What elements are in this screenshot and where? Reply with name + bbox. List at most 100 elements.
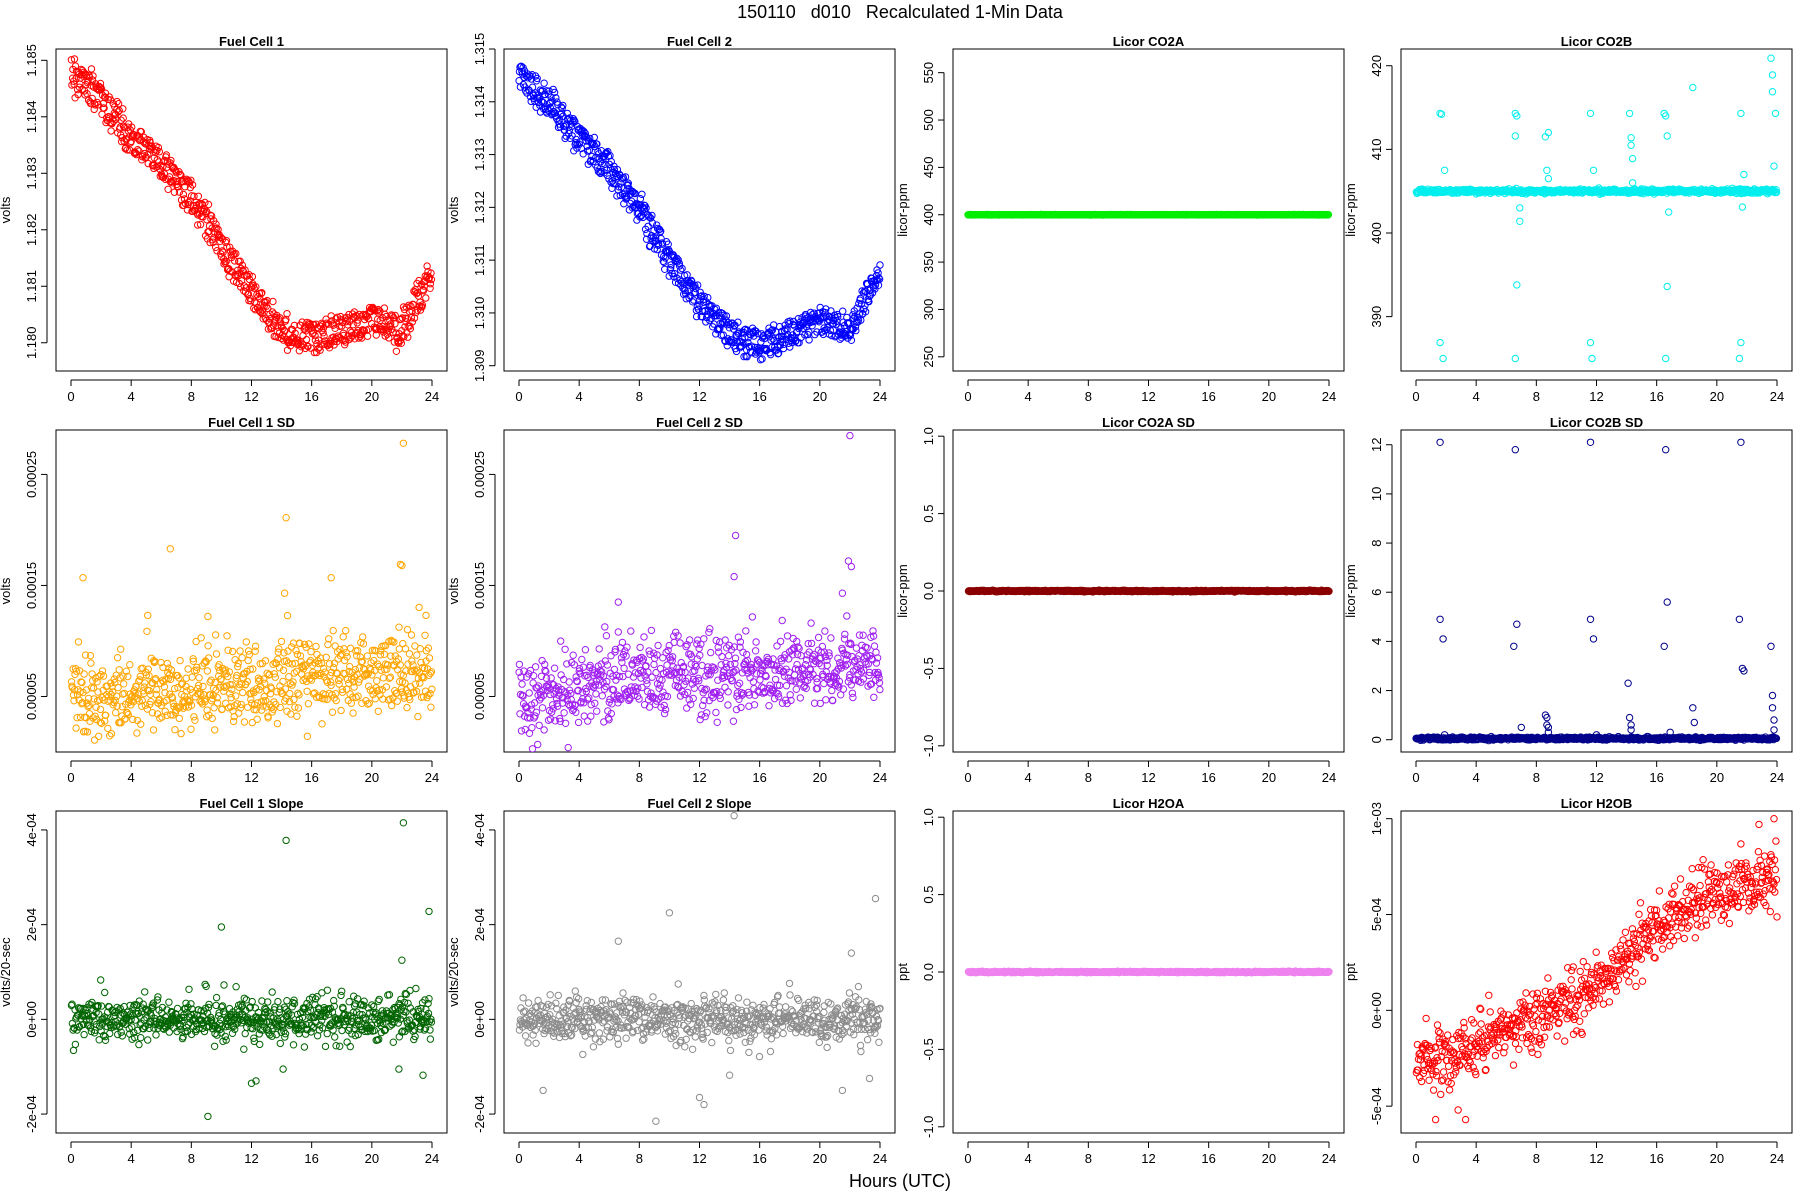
data-point bbox=[353, 319, 361, 327]
data-point bbox=[386, 673, 395, 681]
y-tick-label: 1.182 bbox=[24, 213, 39, 246]
data-point bbox=[248, 272, 257, 281]
data-point bbox=[413, 651, 421, 659]
data-point bbox=[403, 625, 412, 634]
data-point bbox=[870, 693, 878, 701]
data-point bbox=[84, 694, 93, 703]
data-point bbox=[119, 105, 127, 113]
data-point bbox=[816, 699, 824, 708]
y-tick-label: 0.00025 bbox=[24, 451, 39, 498]
data-point bbox=[115, 666, 123, 674]
data-point bbox=[737, 342, 746, 351]
data-point bbox=[424, 691, 432, 699]
data-point bbox=[142, 153, 150, 161]
data-point bbox=[296, 639, 304, 648]
data-point bbox=[786, 343, 794, 351]
data-point bbox=[354, 647, 362, 655]
data-point bbox=[303, 732, 312, 740]
data-point bbox=[174, 704, 183, 712]
data-point bbox=[550, 88, 559, 97]
data-point bbox=[186, 696, 194, 704]
data-point bbox=[204, 612, 212, 621]
x-tick-label: 16 bbox=[304, 770, 318, 785]
data-point bbox=[261, 679, 269, 687]
data-point bbox=[550, 664, 559, 672]
data-point bbox=[244, 656, 252, 665]
data-point bbox=[227, 703, 235, 711]
data-point bbox=[1735, 354, 1744, 363]
data-point bbox=[712, 708, 720, 717]
data-point bbox=[313, 650, 321, 659]
data-point bbox=[737, 703, 745, 712]
data-point bbox=[861, 308, 870, 316]
data-point bbox=[197, 690, 205, 698]
data-point bbox=[647, 626, 656, 635]
data-point bbox=[329, 663, 338, 672]
data-point bbox=[655, 225, 664, 234]
data-point bbox=[1628, 154, 1637, 163]
data-point bbox=[645, 647, 653, 655]
data-point bbox=[305, 640, 313, 648]
data-point bbox=[224, 646, 232, 654]
data-point bbox=[211, 726, 219, 734]
data-point bbox=[232, 692, 240, 700]
data-point bbox=[193, 663, 201, 672]
data-point bbox=[681, 289, 690, 298]
data-point bbox=[603, 171, 611, 180]
data-point bbox=[269, 660, 277, 668]
data-point bbox=[572, 139, 580, 147]
data-point bbox=[76, 713, 85, 721]
data-point bbox=[731, 654, 740, 662]
data-point bbox=[780, 654, 788, 662]
data-point bbox=[123, 146, 131, 154]
data-point bbox=[374, 707, 382, 715]
data-point bbox=[722, 659, 730, 667]
data-point bbox=[707, 648, 715, 657]
data-point bbox=[117, 116, 125, 124]
y-tick-label: 300 bbox=[921, 299, 936, 321]
data-point bbox=[542, 674, 551, 682]
data-point bbox=[1511, 354, 1520, 363]
data-point bbox=[93, 678, 101, 686]
data-point bbox=[170, 684, 179, 693]
data-point bbox=[623, 643, 631, 651]
data-point bbox=[114, 683, 122, 692]
data-point bbox=[152, 675, 160, 683]
data-point bbox=[386, 695, 394, 703]
data-point bbox=[387, 652, 395, 660]
data-point bbox=[712, 330, 720, 338]
data-point bbox=[1513, 112, 1521, 120]
data-point bbox=[1738, 203, 1747, 211]
data-point bbox=[166, 545, 175, 553]
data-point bbox=[790, 645, 798, 653]
data-point bbox=[187, 176, 195, 185]
data-point bbox=[869, 627, 877, 635]
data-point bbox=[426, 280, 435, 288]
data-point bbox=[356, 653, 364, 661]
data-point bbox=[624, 179, 632, 187]
data-point bbox=[79, 574, 87, 582]
data-point bbox=[782, 335, 791, 344]
data-point bbox=[610, 665, 619, 674]
data-point bbox=[343, 675, 352, 683]
data-point bbox=[200, 695, 209, 703]
data-point bbox=[602, 632, 611, 640]
data-point bbox=[1767, 54, 1775, 62]
data-point bbox=[363, 332, 372, 340]
data-point bbox=[843, 660, 851, 668]
data-point bbox=[718, 309, 727, 318]
data-point bbox=[705, 628, 713, 636]
data-point bbox=[813, 684, 822, 693]
data-point bbox=[223, 632, 231, 640]
data-point bbox=[872, 659, 881, 667]
x-tick-label: 16 bbox=[1201, 770, 1215, 785]
data-point bbox=[195, 674, 203, 682]
data-point bbox=[680, 681, 688, 689]
data-point bbox=[421, 631, 429, 639]
plot-frame bbox=[952, 429, 1345, 753]
data-point bbox=[295, 691, 303, 699]
data-point bbox=[726, 660, 735, 669]
data-point bbox=[182, 674, 191, 682]
data-point bbox=[254, 674, 263, 682]
